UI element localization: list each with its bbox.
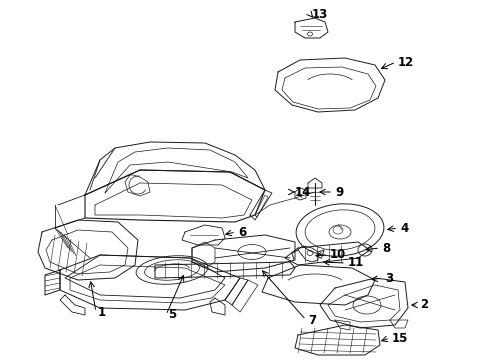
Text: 15: 15	[392, 332, 408, 345]
Text: 12: 12	[398, 55, 414, 68]
Text: 13: 13	[312, 8, 328, 21]
Text: 14: 14	[295, 185, 311, 198]
Text: 4: 4	[400, 221, 408, 234]
Text: 10: 10	[330, 248, 346, 261]
Text: 2: 2	[420, 298, 428, 311]
Text: 11: 11	[348, 256, 364, 270]
Text: 5: 5	[168, 309, 176, 321]
Text: 7: 7	[308, 314, 316, 327]
Text: 9: 9	[335, 185, 343, 198]
Text: 3: 3	[385, 271, 393, 284]
Text: 8: 8	[382, 242, 390, 255]
Text: 1: 1	[98, 306, 106, 319]
Text: 6: 6	[238, 225, 246, 239]
